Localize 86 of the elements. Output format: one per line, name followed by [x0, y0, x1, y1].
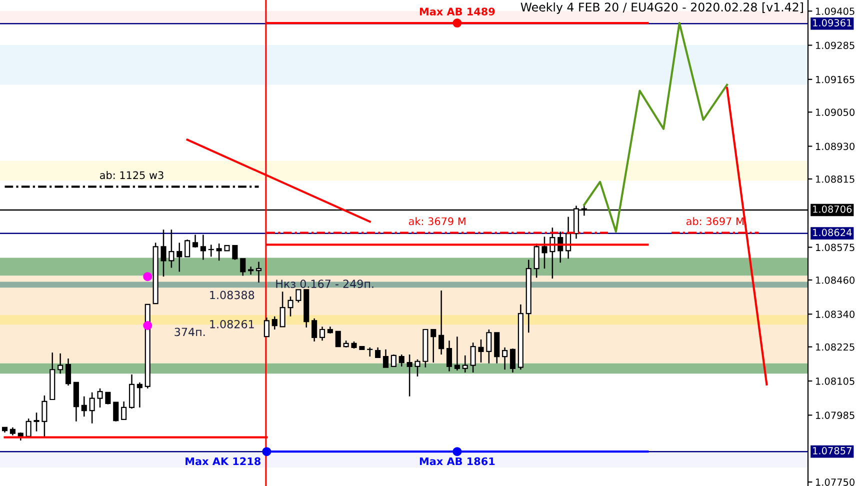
candlestick: [319, 326, 326, 342]
y-tick-label: 1.08930: [816, 142, 855, 150]
y-tick-label: 1.09165: [816, 76, 854, 84]
candlestick: [34, 412, 40, 432]
y-tick-label: 1.07985: [816, 412, 854, 419]
candlestick: [462, 354, 468, 374]
candlestick: [240, 258, 246, 276]
point: [452, 447, 462, 456]
candlestick: [502, 346, 508, 370]
candlestick: [454, 336, 460, 372]
series-label: Max AB 1489: [420, 8, 495, 16]
candlestick: [113, 402, 119, 422]
y-tick-label: 1.09285: [816, 42, 854, 50]
candlestick: [121, 400, 127, 420]
y-tick-label: 1.08225: [816, 343, 854, 351]
point: [143, 272, 152, 282]
candlestick: [470, 342, 476, 374]
candlestick: [390, 354, 396, 368]
y-tick-label: 1.08815: [816, 175, 854, 183]
candlestick: [81, 396, 87, 418]
candlestick: [105, 392, 111, 405]
y-tick-label: 1.08340: [816, 310, 855, 318]
candlestick: [128, 374, 135, 410]
candlestick: [430, 328, 436, 364]
candlestick: [367, 346, 373, 358]
candlestick: [58, 352, 64, 374]
annotation: 1.08261: [210, 320, 254, 328]
point: [262, 447, 272, 456]
y-tick-label: 1.08105: [816, 377, 854, 385]
candlestick: [398, 354, 404, 368]
candlestick: [168, 229, 174, 268]
candlestick: [160, 229, 166, 278]
candlestick: [382, 348, 389, 368]
candlestick: [510, 348, 516, 374]
candlestick: [335, 330, 341, 348]
candlestick: [438, 290, 444, 356]
series-label: ak: 3679 M: [408, 217, 466, 226]
ref-line-label: 1.08624: [813, 228, 852, 236]
candlestick: [534, 242, 540, 278]
candlestick: [184, 238, 190, 258]
series-label: ab: 3697 M: [686, 217, 744, 226]
y-tick-label: 1.07750: [816, 478, 855, 486]
point: [143, 321, 152, 330]
candlestick: [312, 318, 318, 342]
series-label: ab: 1125 w3: [100, 171, 164, 180]
annotation: 374п.: [174, 328, 205, 336]
annotation: 1.08388: [210, 290, 254, 300]
candlestick: [414, 358, 420, 378]
candlestick: [248, 266, 254, 276]
candlestick: [97, 388, 103, 408]
candlestick: [542, 236, 548, 270]
candlestick: [232, 244, 238, 260]
candlestick: [478, 338, 484, 364]
candlestick: [256, 261, 262, 284]
candlestick: [42, 394, 48, 438]
series-label: Max AB 1861: [420, 457, 495, 466]
chart-title: Weekly 4 FEB 20 / EU4G20 - 2020.02.28 [v1.42]: [520, 2, 803, 14]
candlestick: [272, 316, 278, 330]
candlestick: [494, 332, 500, 364]
ref-line-label: 1.08706: [813, 205, 852, 213]
candlestick: [192, 234, 198, 248]
candlestick: [264, 316, 270, 338]
candlestick: [296, 289, 302, 304]
candlestick: [65, 358, 72, 386]
annotation: Нкз 0.167 - 249п.: [276, 280, 374, 288]
point: [452, 18, 462, 28]
candlestick: [89, 392, 95, 424]
y-tick-label: 1.09405: [816, 8, 854, 15]
candlestick: [288, 296, 294, 318]
candlestick: [200, 234, 206, 260]
candlestick: [446, 340, 452, 372]
candlestick: [216, 242, 222, 262]
ref-line-label: 1.07857: [813, 447, 852, 454]
ref-line-label: 1.09361: [813, 19, 852, 26]
series-label: Max AK 1218: [186, 457, 260, 466]
candlestick: [406, 354, 412, 397]
candlestick: [375, 346, 381, 358]
candlestick: [486, 328, 492, 364]
candlestick: [208, 244, 214, 258]
y-tick-label: 1.08575: [816, 244, 854, 252]
candlestick: [280, 291, 286, 328]
y-tick-label: 1.08460: [816, 276, 855, 284]
candlestick: [176, 242, 182, 272]
candlestick: [26, 418, 32, 438]
y-tick-label: 1.09050: [816, 108, 855, 116]
candlestick: [136, 382, 142, 408]
